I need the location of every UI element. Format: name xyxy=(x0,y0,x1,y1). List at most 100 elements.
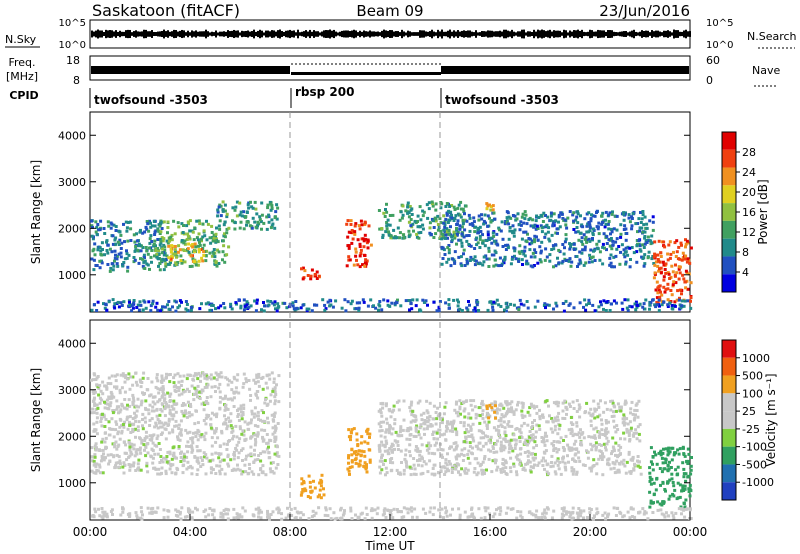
data-cell xyxy=(655,476,659,480)
data-cell xyxy=(230,307,234,311)
data-cell xyxy=(684,242,688,246)
data-cell xyxy=(143,448,146,452)
data-cell xyxy=(482,222,486,226)
data-cell xyxy=(578,415,582,419)
data-cell xyxy=(444,458,448,462)
data-cell xyxy=(441,455,444,459)
data-cell xyxy=(651,228,655,232)
data-cell xyxy=(130,442,134,446)
data-cell xyxy=(609,467,613,471)
data-cell xyxy=(273,452,277,456)
data-cell xyxy=(420,455,424,459)
data-cell xyxy=(596,415,600,419)
nsky-sample xyxy=(639,31,641,37)
data-cell xyxy=(188,265,192,268)
data-cell xyxy=(427,447,431,451)
data-cell xyxy=(447,251,451,255)
data-cell xyxy=(598,250,602,254)
data-cell xyxy=(118,388,122,392)
data-cell xyxy=(107,403,111,407)
data-cell xyxy=(595,408,598,412)
data-cell xyxy=(110,262,114,266)
data-cell xyxy=(199,456,203,460)
data-cell xyxy=(509,507,513,511)
data-cell xyxy=(232,467,236,471)
data-cell xyxy=(560,261,564,265)
data-cell xyxy=(193,248,197,252)
data-cell xyxy=(222,223,226,227)
data-cell xyxy=(253,406,257,410)
data-cell xyxy=(115,447,119,451)
data-cell xyxy=(570,466,574,470)
data-cell xyxy=(358,245,362,248)
data-cell xyxy=(583,411,587,415)
data-cell xyxy=(133,240,137,244)
data-cell xyxy=(204,302,208,306)
data-cell xyxy=(179,428,183,432)
data-cell xyxy=(243,439,247,442)
data-cell xyxy=(462,252,465,256)
data-cell xyxy=(530,241,534,245)
data-cell xyxy=(100,241,104,245)
data-cell xyxy=(667,272,671,276)
data-cell xyxy=(564,233,568,237)
data-cell xyxy=(98,401,102,405)
nsky-sample xyxy=(307,31,309,37)
data-cell xyxy=(655,280,659,284)
data-cell xyxy=(121,264,125,268)
data-cell xyxy=(174,513,178,517)
data-cell xyxy=(671,492,675,496)
nsky-sample xyxy=(227,30,229,38)
data-cell xyxy=(116,264,120,268)
data-cell xyxy=(214,472,218,475)
data-cell xyxy=(105,387,109,391)
data-cell xyxy=(210,452,214,456)
data-cell xyxy=(510,400,514,404)
data-cell xyxy=(670,264,674,268)
data-cell xyxy=(241,459,244,462)
data-cell xyxy=(238,226,242,230)
data-cell xyxy=(135,383,139,387)
data-cell xyxy=(276,445,279,449)
data-cell xyxy=(643,253,647,257)
data-cell xyxy=(600,418,603,422)
data-cell xyxy=(465,234,469,238)
nsky-sample xyxy=(263,32,265,36)
data-cell xyxy=(402,468,406,472)
data-cell xyxy=(504,434,508,438)
data-cell xyxy=(611,445,615,449)
data-cell xyxy=(224,421,228,425)
data-cell xyxy=(111,427,115,431)
data-cell xyxy=(635,431,639,435)
data-cell xyxy=(137,420,141,424)
data-cell xyxy=(488,216,491,220)
data-cell xyxy=(436,214,440,218)
data-cell xyxy=(172,414,176,418)
data-cell xyxy=(564,468,568,472)
data-cell xyxy=(235,448,239,452)
data-cell xyxy=(612,449,616,453)
data-cell xyxy=(356,238,360,242)
nsky-sample xyxy=(377,31,379,37)
data-cell xyxy=(402,506,406,510)
data-cell xyxy=(492,211,496,215)
nsky-sample xyxy=(351,30,353,38)
data-cell xyxy=(532,438,535,442)
data-cell xyxy=(596,225,600,229)
data-cell xyxy=(183,242,187,246)
data-cell xyxy=(451,257,455,261)
data-cell xyxy=(407,211,411,215)
nsky-sample xyxy=(309,29,311,39)
data-cell xyxy=(390,301,394,305)
data-cell xyxy=(650,241,654,245)
data-cell xyxy=(670,472,674,476)
data-cell xyxy=(148,394,152,398)
data-cell xyxy=(218,400,222,404)
data-cell xyxy=(481,239,485,243)
data-cell xyxy=(388,409,392,413)
data-cell xyxy=(519,431,523,435)
data-cell xyxy=(144,444,148,448)
data-cell xyxy=(550,442,554,446)
data-cell xyxy=(642,223,646,227)
data-cell xyxy=(214,232,218,236)
